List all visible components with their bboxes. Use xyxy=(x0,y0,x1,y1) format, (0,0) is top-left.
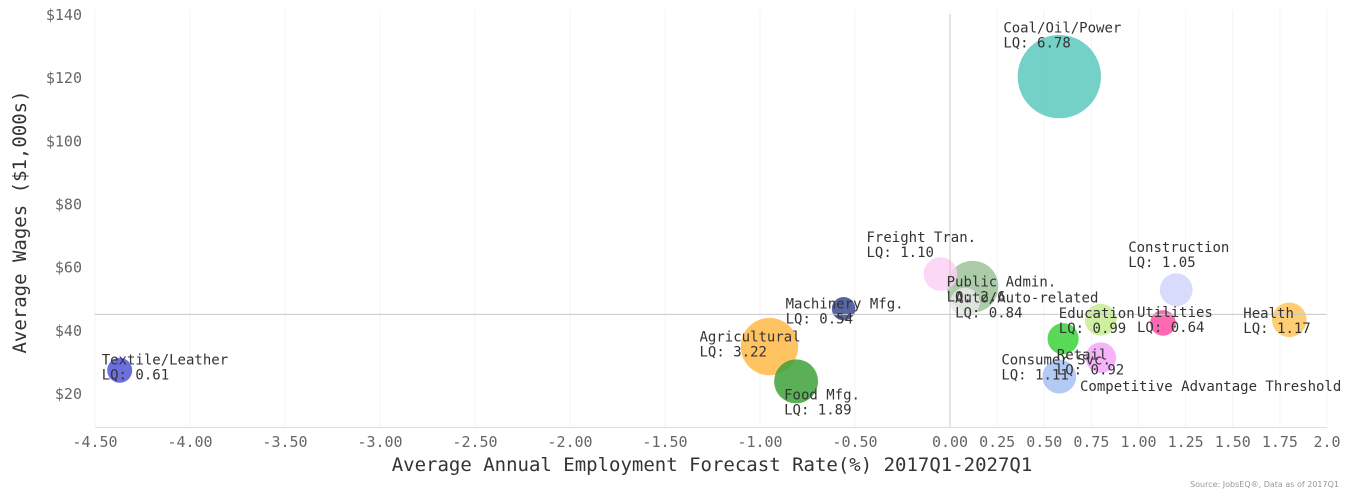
bubble xyxy=(1084,303,1117,336)
x-tick-label: -1.00 xyxy=(737,433,782,451)
bubble xyxy=(950,287,980,318)
bubble-label-name: Retail xyxy=(1057,348,1108,364)
x-tick-label: -1.50 xyxy=(642,433,687,451)
bubble-label-name: Consumer Svc. xyxy=(1001,353,1111,369)
bubble-label-lq: LQ: 3.22 xyxy=(700,345,767,361)
bubble-label-lq: LQ: 0.64 xyxy=(1137,320,1204,336)
y-tick-label: $140 xyxy=(46,6,82,24)
bubble xyxy=(1047,323,1079,355)
y-tick-label: $60 xyxy=(55,259,82,277)
x-tick-label: -3.00 xyxy=(357,433,402,451)
bubble-label-lq: LQ: 1.17 xyxy=(1243,321,1310,337)
bubble xyxy=(1159,273,1193,307)
bubble-label-name: Food Mfg. xyxy=(784,387,860,403)
vertical-gridlines xyxy=(94,10,1328,428)
bubble-label-lq: LQ: 0.92 xyxy=(1057,363,1124,379)
x-tick-label: 0.00 xyxy=(932,433,968,451)
bubble-label-name: Health xyxy=(1243,306,1294,322)
bubble-label-name: Freight Tran. xyxy=(867,230,977,246)
bubble-label-name: Construction xyxy=(1128,240,1229,256)
competitive-advantage-lines xyxy=(95,14,1327,427)
bubble xyxy=(1271,302,1307,338)
x-tick-label: 1.00 xyxy=(1120,433,1156,451)
x-tick-label: 0.50 xyxy=(1026,433,1062,451)
y-axis-title: Average Wages ($1,000s) xyxy=(9,90,31,353)
x-tick-label: -3.50 xyxy=(262,433,307,451)
bubble xyxy=(774,359,819,404)
bubble xyxy=(1017,34,1101,119)
x-tick-label: 0.25 xyxy=(979,433,1015,451)
threshold-label: Competitive Advantage Threshold xyxy=(1080,379,1341,395)
bubble-label-lq: LQ: 0.99 xyxy=(1059,321,1126,337)
bubble-label-lq: LQ: 6.78 xyxy=(1003,36,1070,52)
x-tick-label: 0.75 xyxy=(1073,433,1109,451)
bubble-label-lq: LQ: 2.6 xyxy=(947,290,1006,306)
bubble-label-lq: LQ: 0.84 xyxy=(955,305,1022,321)
y-tick-label: $40 xyxy=(55,322,82,340)
x-axis-tick-labels: -4.50 -4.00 -3.50 -3.00 -2.50 -2.00 -1.50 -1.00… xyxy=(72,433,1340,451)
bubble-label-lq: LQ: 0.54 xyxy=(786,312,853,328)
x-axis-title: Average Annual Employment Forecast Rate(… xyxy=(392,454,1033,476)
bubble-label-lq: LQ: 1.11 xyxy=(1001,368,1068,384)
bubble xyxy=(923,257,958,291)
bubble xyxy=(107,357,133,383)
bubble-label-name: Coal/Oil/Power xyxy=(1003,21,1121,37)
x-tick-label: 1.25 xyxy=(1168,433,1204,451)
bubble-label-name: Public Admin. xyxy=(947,275,1057,291)
bubble xyxy=(1085,342,1117,374)
y-tick-label: $20 xyxy=(55,385,82,403)
x-tick-label: 1.75 xyxy=(1262,433,1298,451)
x-tick-label: 2.0 xyxy=(1313,433,1340,451)
bubble-label-lq: LQ: 0.61 xyxy=(102,367,169,383)
bubble-label-name: Agricultural xyxy=(700,330,801,346)
bubble-label-name: Machinery Mfg. xyxy=(786,297,904,313)
y-tick-label: $120 xyxy=(46,69,82,87)
bubble-series xyxy=(107,34,1307,404)
source-note: Source: JobsEQ®, Data as of 2017Q1 xyxy=(1190,480,1339,489)
y-axis-tick-labels: $20 $40 $60 $80 $100 $120 $140 xyxy=(46,6,82,403)
bubble-label-lq: LQ: 1.10 xyxy=(867,245,934,261)
y-tick-label: $100 xyxy=(46,132,82,150)
bubble xyxy=(1150,310,1176,336)
bubble-label-lq: LQ: 1.05 xyxy=(1128,255,1195,271)
x-tick-label: -2.00 xyxy=(547,433,592,451)
x-tick-label: -4.50 xyxy=(72,433,117,451)
bubble xyxy=(740,317,799,376)
x-tick-label: -2.50 xyxy=(452,433,497,451)
y-tick-label: $80 xyxy=(55,196,82,214)
bubble-label-name: Utilities xyxy=(1137,305,1213,321)
x-tick-label: 1.50 xyxy=(1215,433,1251,451)
bubble xyxy=(1042,359,1077,394)
bubble-label-name: Textile/Leather xyxy=(102,352,228,368)
x-tick-label: -0.50 xyxy=(832,433,877,451)
bubble-label-name: Education xyxy=(1059,306,1135,322)
x-tick-label: -4.00 xyxy=(167,433,212,451)
bubble-label-name: Auto/Auto-related xyxy=(955,290,1098,306)
bubble-label-lq: LQ: 1.89 xyxy=(784,402,851,418)
